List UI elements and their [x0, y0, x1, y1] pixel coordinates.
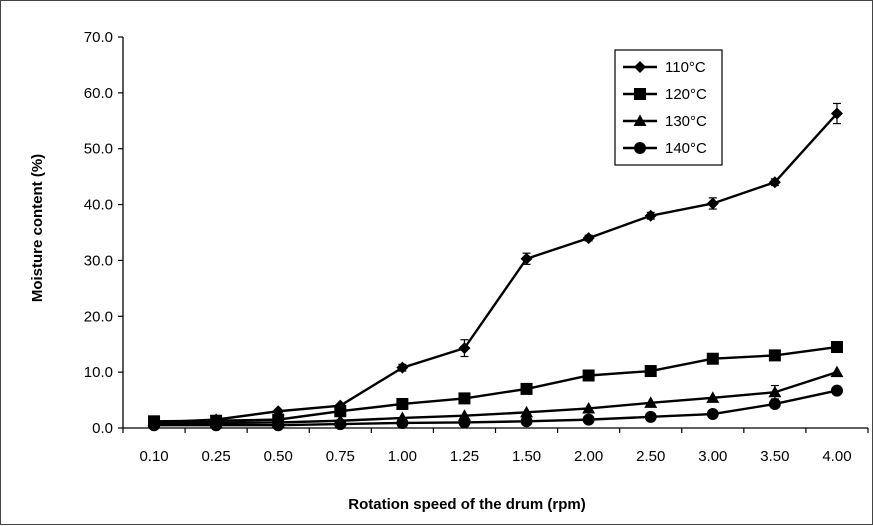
y-tick-label: 10.0 — [84, 364, 113, 381]
y-tick-label: 40.0 — [84, 197, 113, 214]
series-diamond — [148, 102, 843, 429]
series-square — [148, 341, 843, 428]
data-point — [644, 365, 657, 378]
series-line — [153, 112, 838, 424]
x-tick-label: 3.00 — [698, 448, 727, 465]
data-point — [830, 384, 843, 397]
y-tick-label: 50.0 — [84, 141, 113, 158]
data-point — [582, 369, 595, 382]
legend-box — [614, 49, 723, 166]
legend-marker — [634, 88, 646, 100]
y-axis-title: Moisture content (%) — [29, 154, 46, 302]
y-tick-label: 60.0 — [84, 85, 113, 102]
data-point — [210, 419, 223, 432]
x-tick-label: 0.25 — [202, 448, 231, 465]
legend-marker — [633, 114, 647, 126]
data-point — [830, 107, 843, 120]
series-circle — [148, 384, 843, 432]
data-point — [520, 252, 533, 265]
x-tick-label: 3.50 — [760, 448, 789, 465]
data-point — [644, 410, 657, 423]
data-point — [582, 232, 595, 245]
data-point — [458, 342, 471, 355]
y-tick-label: 20.0 — [84, 308, 113, 325]
data-point — [396, 397, 409, 410]
x-tick-label: 2.50 — [636, 448, 665, 465]
y-tick-label: 70.0 — [84, 29, 113, 46]
data-point — [706, 197, 719, 210]
x-tick-label: 0.50 — [264, 448, 293, 465]
legend-marker — [634, 61, 646, 73]
data-point — [706, 352, 719, 365]
data-point — [396, 416, 409, 429]
legend-marker — [634, 142, 646, 154]
data-point — [458, 416, 471, 429]
legend-label: 120°C — [665, 86, 707, 103]
legend-label: 130°C — [665, 113, 707, 130]
data-point — [334, 405, 347, 418]
legend-label: 140°C — [665, 140, 707, 157]
data-point — [768, 176, 781, 189]
data-point — [272, 419, 285, 432]
data-point — [706, 408, 719, 421]
data-point — [458, 392, 471, 405]
data-point — [520, 405, 534, 418]
y-tick-label: 0.0 — [92, 420, 113, 437]
series-line — [154, 389, 838, 427]
series-line — [154, 345, 838, 423]
x-tick-label: 1.50 — [512, 448, 541, 465]
series-line — [154, 371, 838, 425]
data-point — [644, 396, 658, 408]
data-point — [768, 349, 781, 362]
data-point — [520, 415, 533, 428]
x-axis-title: Rotation speed of the drum (rpm) — [348, 496, 586, 513]
data-point — [830, 365, 844, 378]
data-point — [706, 391, 720, 403]
data-point — [148, 419, 161, 432]
data-point — [644, 209, 657, 222]
data-point — [520, 382, 533, 395]
x-tick-label: 1.00 — [388, 448, 417, 465]
data-point — [334, 418, 347, 431]
x-tick-label: 2.00 — [574, 448, 603, 465]
data-point — [768, 385, 782, 398]
x-tick-label: 0.75 — [326, 448, 355, 465]
data-point — [396, 361, 409, 374]
x-tick-label: 0.10 — [139, 448, 168, 465]
legend: 110°C 120°C 130°C 140°C — [614, 49, 723, 166]
data-point — [768, 397, 781, 410]
data-point — [830, 341, 843, 354]
data-point — [582, 401, 596, 414]
data-point — [582, 413, 595, 426]
legend-label: 110°C — [665, 59, 706, 76]
y-tick-label: 30.0 — [84, 252, 113, 269]
x-tick-label: 4.00 — [822, 448, 851, 465]
x-tick-label: 1.25 — [450, 448, 479, 465]
